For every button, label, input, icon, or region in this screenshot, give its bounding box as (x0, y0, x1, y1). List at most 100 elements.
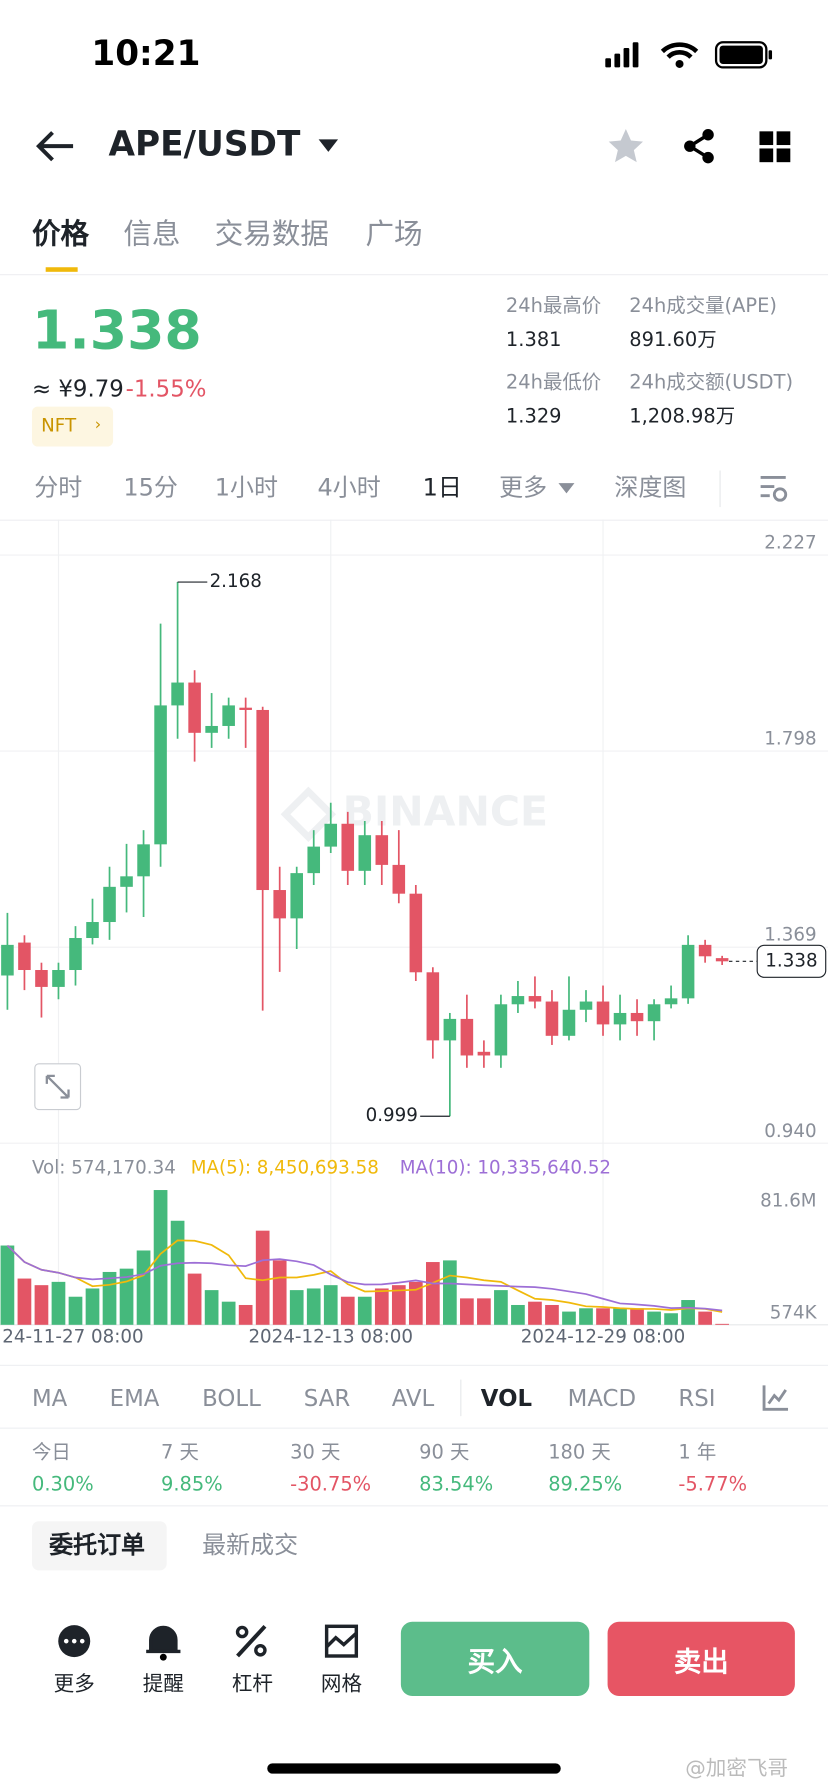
volume-bar (187, 1273, 202, 1325)
nft-tag-label: NFT (41, 414, 77, 437)
candle-body (324, 823, 338, 847)
low-label: 0.999 (366, 1105, 418, 1126)
period-change: 9.85% (161, 1473, 223, 1497)
price-change: -1.55% (125, 374, 207, 403)
high-label: 2.168 (210, 571, 262, 592)
depth-chart[interactable]: 深度图 (614, 473, 687, 502)
sell-button[interactable]: 卖出 (607, 1621, 795, 1696)
current-price-box (756, 944, 827, 978)
volume-bar (289, 1290, 304, 1325)
tab[interactable]: 交易数据 (214, 216, 329, 251)
candle-body (137, 844, 150, 877)
toolbar-label[interactable]: 网格 (320, 1671, 363, 1696)
candle-body (630, 1012, 644, 1022)
chart-watermark: BINANCE (343, 787, 549, 835)
candle-body (681, 944, 695, 999)
period-change: 0.30% (31, 1473, 94, 1497)
candle-body (256, 709, 269, 891)
stat-value: 1,208.98万 (629, 405, 736, 429)
expand-icon (45, 1074, 70, 1099)
indicator-settings[interactable] (761, 1383, 791, 1413)
indicator[interactable]: MA (31, 1384, 68, 1412)
volume-bar (408, 1281, 423, 1325)
buy-button[interactable]: 买入 (400, 1621, 590, 1696)
x-tick-label: 2024-12-29 08:00 (521, 1326, 686, 1347)
volume-bar (68, 1296, 83, 1325)
y-tick-label: 0.940 (764, 1121, 816, 1142)
toolbar-label[interactable]: 杠杆 (231, 1671, 273, 1696)
expand-button[interactable] (34, 1063, 82, 1111)
period-change: 89.25% (548, 1473, 623, 1497)
candle-body (188, 682, 201, 733)
indicator-active[interactable]: VOL (480, 1384, 533, 1412)
indicator[interactable]: SAR (303, 1384, 351, 1412)
period-label: 7 天 (161, 1441, 199, 1465)
order-tab[interactable]: 最新成交 (202, 1531, 299, 1559)
interval-more[interactable]: 更多 (499, 473, 548, 502)
indicator[interactable]: AVL (391, 1384, 435, 1412)
period-change: 83.54% (419, 1473, 494, 1497)
status-time: 10:21 (91, 34, 201, 75)
stat-label: 24h成交量(APE) (629, 294, 777, 318)
status-icons (605, 41, 773, 69)
indicator[interactable]: RSI (678, 1384, 716, 1412)
candle-body (86, 922, 99, 939)
volume-bar (17, 1278, 32, 1325)
tab[interactable]: 信息 (123, 216, 181, 251)
pair-dropdown[interactable] (317, 138, 340, 154)
volume-bar (477, 1298, 491, 1325)
candle-body (579, 1001, 593, 1010)
candle-body (409, 893, 423, 973)
back-button[interactable] (34, 129, 80, 163)
interval-active[interactable]: 1日 (422, 473, 462, 502)
volume-bar (102, 1271, 117, 1325)
candle-body (698, 944, 712, 957)
candle-body (69, 938, 82, 971)
toolbar-label[interactable]: 更多 (53, 1671, 95, 1696)
toolbar-label[interactable]: 提醒 (142, 1671, 184, 1696)
candle-body (392, 864, 406, 894)
chart-settings[interactable] (758, 473, 790, 505)
candle-body (239, 707, 252, 710)
order-tab-active[interactable]: 委托订单 (31, 1521, 167, 1571)
favorite-button[interactable] (606, 127, 645, 166)
order-tab-label: 委托订单 (49, 1531, 146, 1559)
candle-body (205, 725, 218, 733)
tab[interactable]: 价格 (31, 216, 90, 251)
pair-title[interactable]: APE/USDT (108, 124, 301, 165)
indicator[interactable]: EMA (109, 1384, 160, 1412)
nft-tag[interactable]: NFT › (31, 406, 114, 447)
candle-body (52, 970, 65, 987)
volume-bar (443, 1260, 457, 1325)
indicator[interactable]: BOLL (202, 1384, 261, 1412)
watermark-logo (280, 786, 337, 842)
volume-bar (681, 1300, 695, 1325)
candle-body (494, 1004, 508, 1056)
stat-label: 24h最高价 (505, 294, 602, 318)
chevron: › (94, 415, 102, 434)
indicator[interactable]: MACD (567, 1384, 637, 1412)
interval[interactable]: 1小时 (214, 473, 278, 502)
interval[interactable]: 4小时 (317, 473, 381, 502)
volume-bar (528, 1301, 542, 1325)
interval[interactable]: 15分 (123, 473, 178, 502)
share-button[interactable] (681, 127, 720, 166)
divider (0, 519, 828, 521)
volume-ma-line (6, 1244, 723, 1312)
volume-bar (374, 1288, 389, 1325)
interval[interactable]: 分时 (34, 473, 83, 502)
y-tick-label: 1.369 (764, 925, 816, 946)
divider (0, 1505, 828, 1507)
volume-bar (545, 1304, 559, 1325)
volume-bar (340, 1296, 355, 1325)
period-change: -5.77% (678, 1473, 748, 1497)
candle-body (460, 1018, 474, 1056)
tab[interactable]: 广场 (365, 216, 423, 251)
volume-legend: MA(10): 10,335,640.52 (400, 1157, 611, 1178)
grid-button[interactable] (758, 130, 792, 164)
volume-bar (596, 1308, 610, 1325)
volume-bar (34, 1285, 49, 1325)
volume-bar (85, 1288, 100, 1325)
